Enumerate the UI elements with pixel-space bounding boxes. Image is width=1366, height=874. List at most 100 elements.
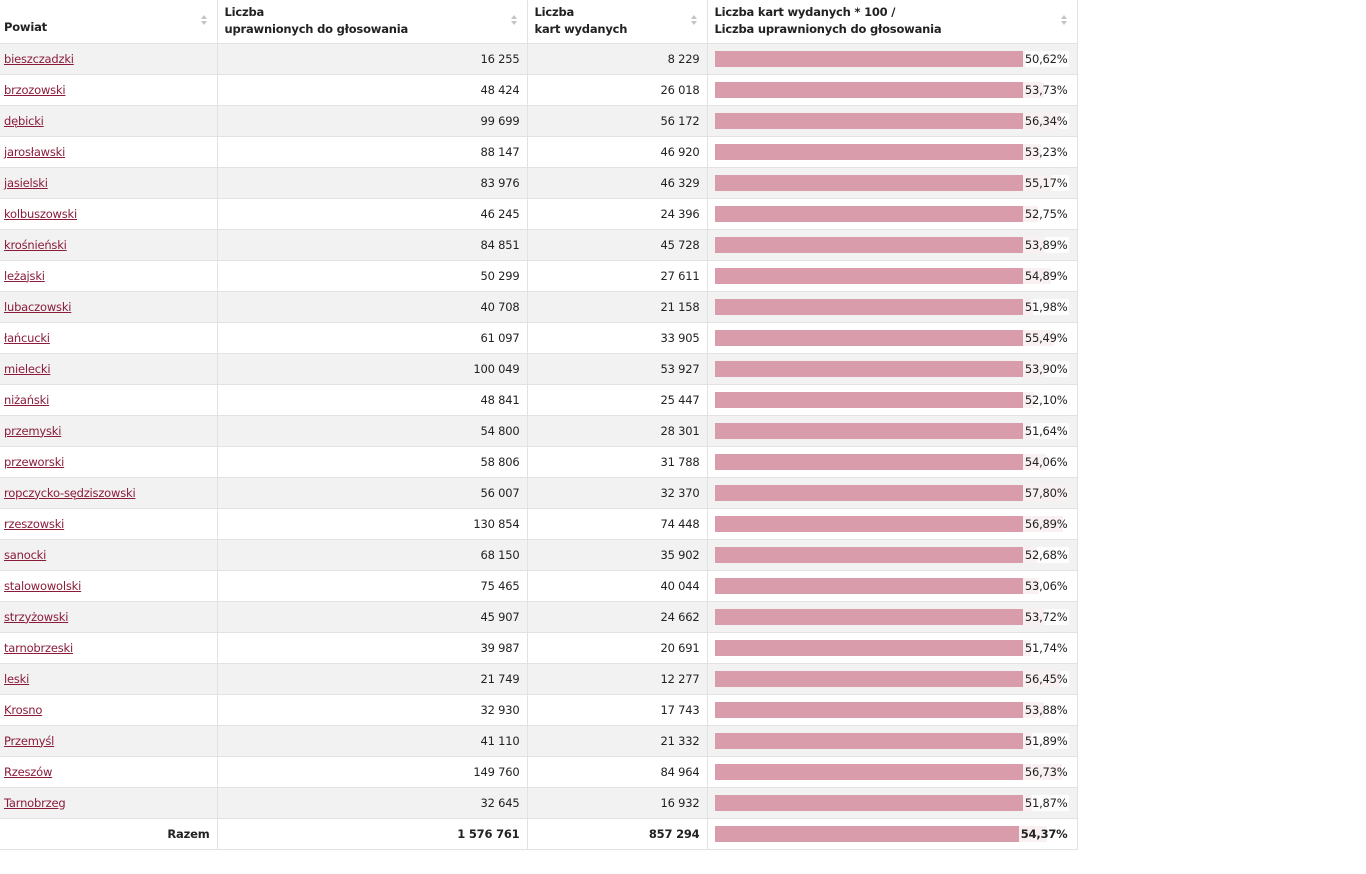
issued-cell: 46 329 xyxy=(527,167,708,199)
county-link[interactable]: jarosławski xyxy=(4,144,66,159)
county-link[interactable]: stalowowolski xyxy=(4,578,82,593)
turnout-bar: 54,37% xyxy=(714,825,1069,842)
header-issued[interactable]: Liczba kart wydanych xyxy=(527,0,708,44)
eligible-cell: 40 708 xyxy=(217,291,528,323)
turnout-value: 51,98% xyxy=(1022,298,1069,315)
county-cell: leski xyxy=(0,663,218,695)
turnout-bar: 56,34% xyxy=(714,112,1069,129)
county-link[interactable]: kolbuszowski xyxy=(4,206,77,221)
eligible-cell: 32 930 xyxy=(217,694,528,726)
table-row: niżański 48 841 25 447 52,10% xyxy=(0,384,1078,416)
turnout-bar-fill xyxy=(714,81,1044,98)
table-row: Krosno 32 930 17 743 53,88% xyxy=(0,694,1078,726)
total-label: Razem xyxy=(0,818,218,850)
table-row: łańcucki 61 097 33 905 55,49% xyxy=(0,322,1078,354)
county-link[interactable]: Tarnobrzeg xyxy=(4,795,66,810)
county-link[interactable]: niżański xyxy=(4,392,50,407)
eligible-cell: 88 147 xyxy=(217,136,528,168)
eligible-cell: 75 465 xyxy=(217,570,528,602)
county-link[interactable]: przeworski xyxy=(4,454,65,469)
issued-cell: 35 902 xyxy=(527,539,708,571)
turnout-cell: 52,68% xyxy=(707,539,1078,571)
county-link[interactable]: leżajski xyxy=(4,268,45,283)
turnout-bar: 51,98% xyxy=(714,298,1069,315)
header-turnout[interactable]: Liczba kart wydanych * 100 / Liczba upra… xyxy=(707,0,1078,44)
turnout-bar-fill xyxy=(714,360,1045,377)
issued-cell: 25 447 xyxy=(527,384,708,416)
county-link[interactable]: Rzeszów xyxy=(4,764,53,779)
turnout-bar: 53,90% xyxy=(714,360,1069,377)
header-turnout-line2: Liczba uprawnionych do głosowania xyxy=(714,22,942,37)
county-link[interactable]: Przemyśl xyxy=(4,733,55,748)
county-link[interactable]: brzozowski xyxy=(4,82,66,97)
county-link[interactable]: lubaczowski xyxy=(4,299,72,314)
turnout-bar: 53,06% xyxy=(714,577,1069,594)
table-row: Tarnobrzeg 32 645 16 932 51,87% xyxy=(0,787,1078,819)
issued-cell: 27 611 xyxy=(527,260,708,292)
turnout-value: 56,45% xyxy=(1022,670,1069,687)
sort-icon[interactable] xyxy=(690,14,698,28)
header-powiat[interactable]: Powiat xyxy=(0,0,218,44)
turnout-bar-fill xyxy=(714,422,1031,439)
turnout-bar-fill xyxy=(714,267,1051,284)
county-cell: brzozowski xyxy=(0,74,218,106)
issued-cell: 84 964 xyxy=(527,756,708,788)
turnout-cell: 52,75% xyxy=(707,198,1078,230)
turnout-bar-fill xyxy=(714,298,1033,315)
turnout-cell: 53,72% xyxy=(707,601,1078,633)
county-link[interactable]: rzeszowski xyxy=(4,516,65,531)
table-row: przemyski 54 800 28 301 51,64% xyxy=(0,415,1078,447)
sort-icon[interactable] xyxy=(510,14,518,28)
table-row: stalowowolski 75 465 40 044 53,06% xyxy=(0,570,1078,602)
issued-cell: 40 044 xyxy=(527,570,708,602)
header-eligible[interactable]: Liczba uprawnionych do głosowania xyxy=(217,0,528,44)
eligible-cell: 39 987 xyxy=(217,632,528,664)
county-link[interactable]: strzyżowski xyxy=(4,609,69,624)
turnout-cell: 55,49% xyxy=(707,322,1078,354)
county-link[interactable]: bieszczadzki xyxy=(4,51,74,66)
issued-cell: 31 788 xyxy=(527,446,708,478)
header-issued-line1: Liczba xyxy=(534,5,575,20)
sort-icon[interactable] xyxy=(200,14,208,28)
eligible-cell: 99 699 xyxy=(217,105,528,137)
county-link[interactable]: mielecki xyxy=(4,361,51,376)
county-link[interactable]: tarnobrzeski xyxy=(4,640,73,655)
county-link[interactable]: przemyski xyxy=(4,423,62,438)
turnout-cell: 51,89% xyxy=(707,725,1078,757)
county-link[interactable]: leski xyxy=(4,671,30,686)
sort-icon[interactable] xyxy=(1060,14,1068,28)
turnout-bar-fill xyxy=(714,329,1055,346)
turnout-value: 51,87% xyxy=(1022,794,1069,811)
issued-cell: 12 277 xyxy=(527,663,708,695)
table-row: bieszczadzki 16 255 8 229 50,62% xyxy=(0,43,1078,75)
table-row: Rzeszów 149 760 84 964 56,73% xyxy=(0,756,1078,788)
turnout-bar: 54,06% xyxy=(714,453,1069,470)
county-link[interactable]: łańcucki xyxy=(4,330,50,345)
turnout-bar: 53,89% xyxy=(714,236,1069,253)
turnout-value: 52,10% xyxy=(1022,391,1069,408)
county-link[interactable]: jasielski xyxy=(4,175,48,190)
county-link[interactable]: dębicki xyxy=(4,113,44,128)
turnout-bar: 51,74% xyxy=(714,639,1069,656)
table-row: jasielski 83 976 46 329 55,17% xyxy=(0,167,1078,199)
eligible-cell: 149 760 xyxy=(217,756,528,788)
turnout-bar-fill xyxy=(714,391,1034,408)
eligible-cell: 50 299 xyxy=(217,260,528,292)
issued-cell: 26 018 xyxy=(527,74,708,106)
turnout-table: Powiat Liczba uprawnionych do głosowania… xyxy=(0,0,1078,850)
county-link[interactable]: ropczycko-sędziszowski xyxy=(4,485,136,500)
county-cell: jasielski xyxy=(0,167,218,199)
header-issued-line2: kart wydanych xyxy=(534,22,628,37)
total-eligible: 1 576 761 xyxy=(217,818,528,850)
county-link[interactable]: Krosno xyxy=(4,702,43,717)
turnout-bar-fill xyxy=(714,143,1041,160)
county-link[interactable]: krośnieński xyxy=(4,237,67,252)
turnout-value: 57,80% xyxy=(1022,484,1069,501)
table-row: jarosławski 88 147 46 920 53,23% xyxy=(0,136,1078,168)
turnout-cell: 53,88% xyxy=(707,694,1078,726)
turnout-value: 52,75% xyxy=(1022,205,1069,222)
county-link[interactable]: sanocki xyxy=(4,547,47,562)
eligible-cell: 100 049 xyxy=(217,353,528,385)
turnout-bar-fill xyxy=(714,763,1062,780)
turnout-value: 53,72% xyxy=(1022,608,1069,625)
